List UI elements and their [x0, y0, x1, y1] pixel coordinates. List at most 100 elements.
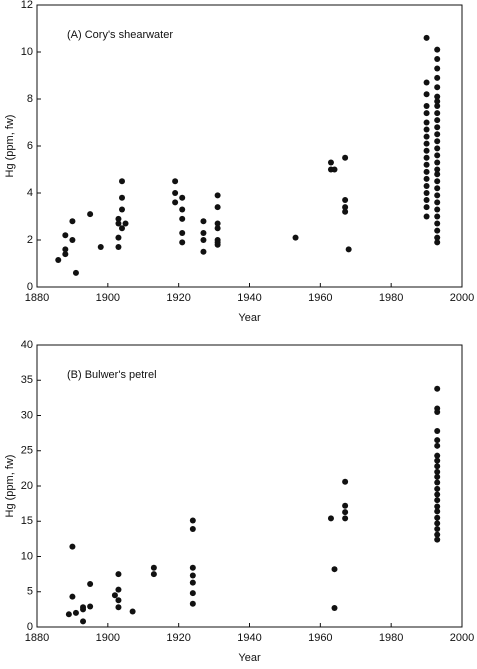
point [423, 110, 430, 117]
x-tick-label: 1920 [166, 292, 190, 304]
point [62, 251, 69, 258]
point [115, 244, 122, 251]
point [434, 93, 441, 100]
y-tick-label: 40 [21, 339, 33, 351]
x-tick-label: 1940 [237, 632, 261, 644]
point [434, 473, 441, 480]
point [189, 564, 196, 571]
x-tick-label: 1880 [25, 632, 49, 644]
point [434, 117, 441, 124]
point [423, 126, 430, 133]
point [434, 497, 441, 504]
y-tick-label: 6 [27, 140, 33, 152]
point [423, 91, 430, 98]
y-axis-label: Hg (ppm, fw) [4, 115, 16, 178]
point [200, 218, 207, 225]
point [111, 592, 118, 599]
point [434, 408, 441, 415]
point [342, 197, 349, 204]
y-tick-label: 8 [27, 93, 33, 105]
point [434, 452, 441, 459]
point [87, 211, 94, 218]
point [342, 502, 349, 509]
point [434, 463, 441, 470]
point [69, 593, 76, 600]
point [327, 515, 334, 522]
point [115, 215, 122, 222]
point [423, 140, 430, 147]
point [172, 190, 179, 196]
point [434, 531, 441, 538]
point [423, 213, 430, 220]
x-tick-label: 1880 [25, 292, 49, 304]
point [119, 194, 125, 201]
point [434, 84, 441, 91]
point [423, 154, 430, 161]
point [72, 609, 79, 616]
point [434, 159, 441, 166]
y-tick-label: 10 [21, 46, 33, 58]
point [434, 98, 441, 105]
point [150, 571, 157, 578]
point [434, 199, 441, 206]
point [69, 543, 76, 550]
point [179, 215, 186, 222]
point [434, 520, 441, 527]
y-tick-label: 35 [21, 374, 33, 386]
y-tick-label: 10 [21, 550, 33, 562]
point [434, 503, 441, 510]
point [72, 269, 79, 276]
point [115, 571, 122, 578]
point [434, 46, 441, 53]
point [189, 517, 196, 524]
point [179, 206, 186, 213]
point [200, 229, 207, 236]
x-tick-label: 2000 [450, 632, 474, 644]
point [292, 234, 299, 241]
y-tick-label: 5 [27, 586, 33, 598]
x-tick-label: 1960 [308, 632, 332, 644]
point [434, 185, 441, 192]
point [423, 133, 430, 140]
point [423, 119, 430, 126]
point [423, 103, 430, 110]
x-tick-label: 1960 [308, 292, 332, 304]
point [434, 74, 441, 81]
point [342, 478, 349, 485]
point [214, 225, 221, 232]
point [189, 590, 196, 597]
point [434, 468, 441, 475]
point [434, 491, 441, 498]
y-tick-label: 0 [27, 621, 33, 633]
point [434, 442, 441, 449]
point [434, 457, 441, 464]
x-axis-label: Year [238, 312, 261, 324]
point [115, 604, 122, 611]
y-tick-label: 15 [21, 515, 33, 527]
point [115, 234, 122, 241]
annotation: (B) Bulwer's petrel [67, 369, 157, 381]
point [434, 526, 441, 533]
point [434, 56, 441, 63]
point [434, 220, 441, 227]
point [434, 536, 441, 543]
point [115, 220, 122, 227]
point [65, 611, 72, 618]
point [434, 166, 441, 173]
point [214, 204, 221, 211]
point [434, 385, 441, 392]
point [423, 147, 430, 154]
point [327, 159, 334, 166]
point [423, 204, 430, 211]
point [200, 248, 207, 255]
point [434, 65, 441, 72]
point [129, 608, 136, 615]
point [55, 256, 62, 263]
point [189, 579, 196, 586]
point [434, 234, 441, 241]
point [189, 600, 196, 607]
point [434, 239, 441, 246]
point [119, 178, 125, 185]
y-tick-label: 2 [27, 234, 33, 246]
point [434, 192, 441, 199]
